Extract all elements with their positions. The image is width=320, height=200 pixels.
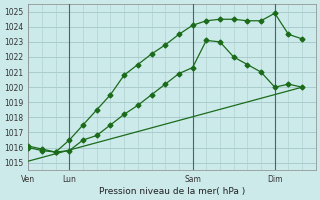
X-axis label: Pression niveau de la mer( hPa ): Pression niveau de la mer( hPa ) [99, 187, 245, 196]
